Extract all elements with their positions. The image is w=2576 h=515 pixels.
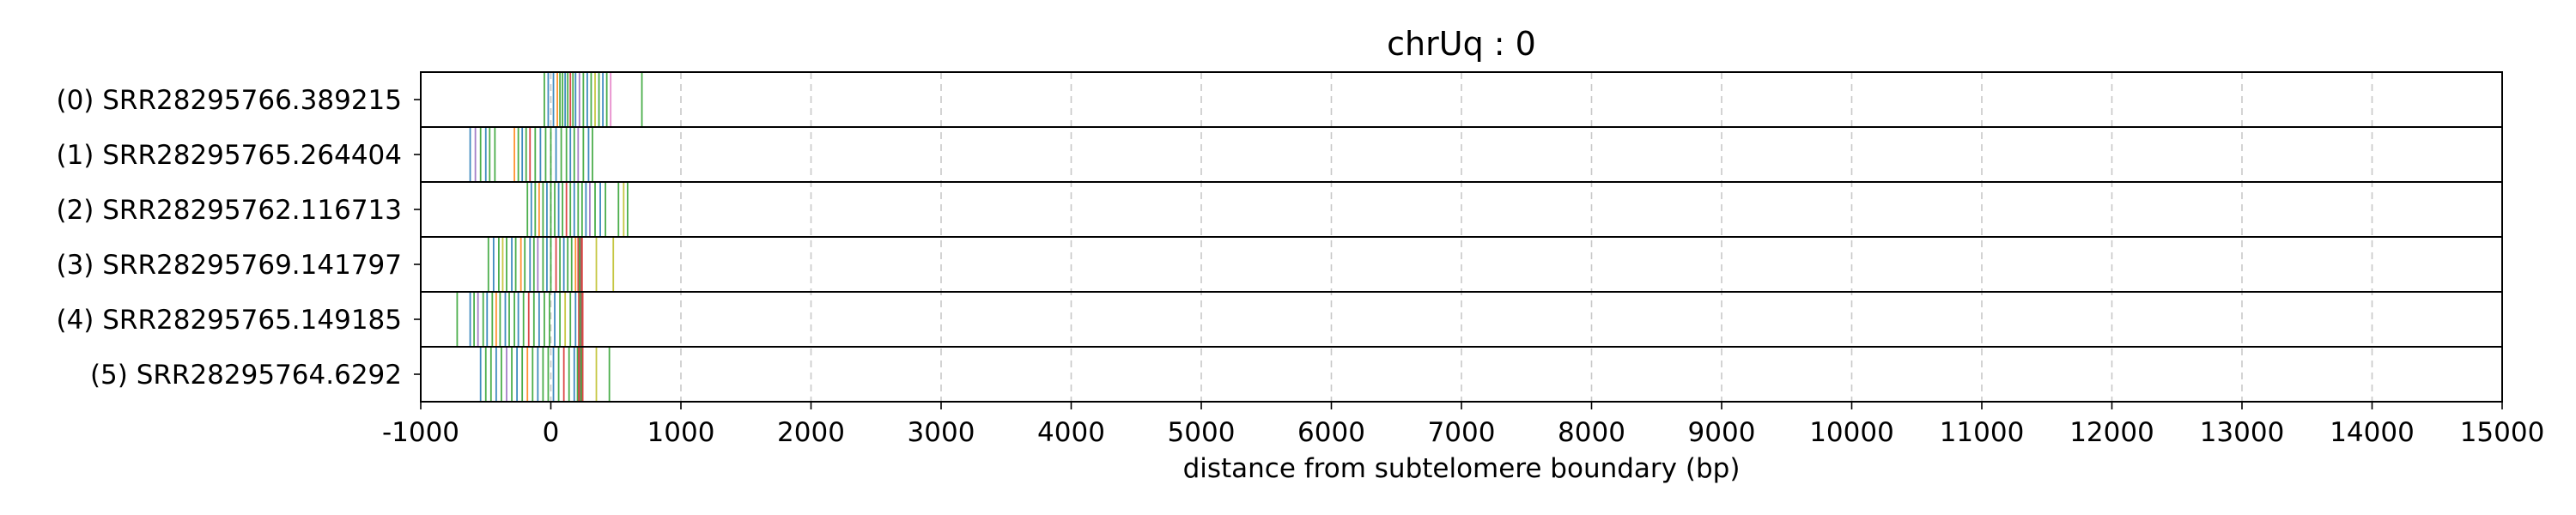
x-tick-label: 8000 (1558, 417, 1625, 448)
x-axis: -1000 0 1000 2000 3000 4000 5000 6000 7000 8000 90… (382, 402, 2544, 448)
x-tick-label: 10000 (1809, 417, 1894, 448)
x-tick-label: 15000 (2460, 417, 2545, 448)
row-label: (0) SRR28295766.389215 (56, 85, 402, 116)
x-tick-label: 5000 (1168, 417, 1236, 448)
row-label: (1) SRR28295765.264404 (56, 140, 402, 171)
x-axis-label: distance from subtelomere boundary (bp) (1183, 453, 1741, 484)
event-marks (456, 73, 643, 401)
x-tick-label: 3000 (908, 417, 975, 448)
x-tick-label: 7000 (1428, 417, 1496, 448)
x-tick-label: 1000 (647, 417, 715, 448)
row-label: (5) SRR28295764.6292 (90, 360, 402, 391)
x-tick-label: 0 (543, 417, 560, 448)
x-tick-label: 9000 (1688, 417, 1756, 448)
row-labels: (0) SRR28295766.389215 (1) SRR28295765.26… (56, 85, 421, 391)
x-tick-label: 12000 (2069, 417, 2154, 448)
x-tick-label: 13000 (2200, 417, 2285, 448)
row-label: (4) SRR28295765.149185 (56, 305, 402, 336)
x-tick-label: -1000 (382, 417, 459, 448)
x-tick-label: 4000 (1037, 417, 1105, 448)
chart-title: chrUq : 0 (1387, 25, 1536, 63)
row-label: (2) SRR28295762.116713 (56, 195, 402, 226)
x-tick-label: 2000 (777, 417, 845, 448)
x-tick-label: 14000 (2330, 417, 2415, 448)
row-label: (3) SRR28295769.141797 (56, 250, 402, 281)
x-tick-label: 11000 (1940, 417, 2025, 448)
x-tick-label: 6000 (1297, 417, 1365, 448)
